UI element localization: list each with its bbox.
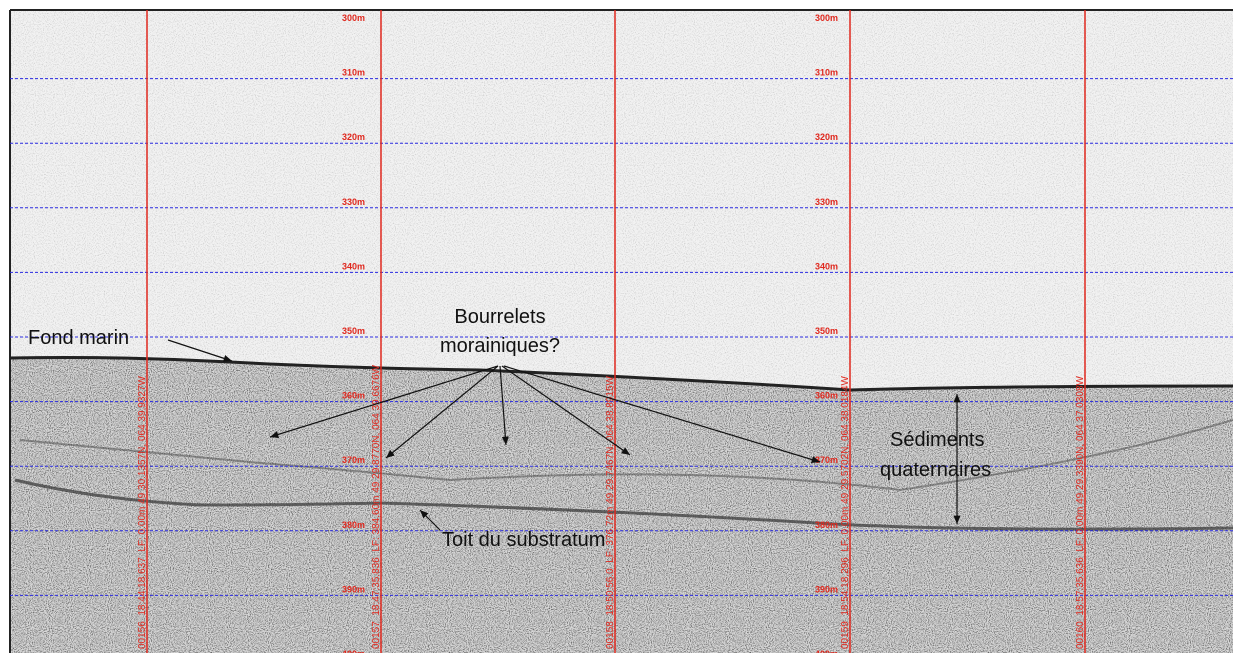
depth-label: 380m — [815, 520, 838, 530]
trace-label: 00156_18:44:18.637_LF: 0.00m 49 30.1357N… — [137, 375, 148, 649]
depth-label: 390m — [342, 584, 365, 594]
depth-label: 380m — [342, 520, 365, 530]
seismic-profile: 300m 300m 310m 310m 320m 320m 330m 330m 340m 340m… — [0, 0, 1233, 653]
page: {"depth_labels": ["300m", "310m", "320m"… — [0, 0, 1233, 653]
depth-label: 340m — [342, 261, 365, 271]
depth-label: 400m — [342, 649, 365, 653]
depth-label: 310m — [342, 68, 365, 78]
annotation: Toit du substratum — [442, 529, 605, 551]
trace-label: 00159_18:54:18.296_LF: 0.00m 49 29.5702N… — [840, 375, 851, 649]
annotation: Fond marin — [28, 327, 129, 349]
annotation: Bourrelets — [454, 306, 545, 328]
annotation: quaternaires — [880, 459, 991, 481]
depth-label: 320m — [815, 132, 838, 142]
depth-label: 330m — [342, 197, 365, 207]
sediment — [10, 350, 1233, 653]
depth-label: 300m — [342, 13, 365, 23]
trace-label: 00157_18:47:35.836_LF: 384.60m 49 29.877… — [371, 364, 382, 649]
depth-label: 370m — [342, 455, 365, 465]
trace-label: 00158_18:50:56.0_LF: 376.72m 49 29.7467N… — [605, 375, 616, 649]
annotation: Sédiments — [890, 429, 985, 451]
depth-label: 310m — [815, 68, 838, 78]
depth-label: 330m — [815, 197, 838, 207]
depth-label: 360m — [815, 391, 838, 401]
annotation: morainiques? — [440, 335, 560, 357]
depth-label: 350m — [815, 326, 838, 336]
depth-label: 350m — [342, 326, 365, 336]
trace-label: 00160_18:57:35.636_LF: 0.00m 49 29.3390N… — [1075, 375, 1086, 649]
depth-label: 340m — [815, 261, 838, 271]
depth-label: 370m — [815, 455, 838, 465]
depth-label: 320m — [342, 132, 365, 142]
depth-label: 400m — [815, 649, 838, 653]
depth-label: 390m — [815, 584, 838, 594]
depth-label: 300m — [815, 13, 838, 23]
depth-label: 360m — [342, 391, 365, 401]
